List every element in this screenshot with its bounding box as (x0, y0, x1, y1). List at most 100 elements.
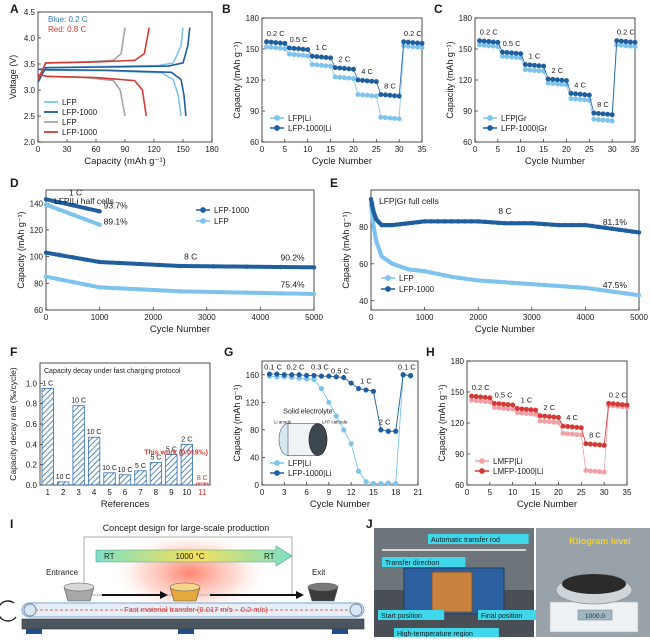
data-point (536, 68, 542, 74)
chart-title: Capacity decay under fast charging proto… (44, 368, 181, 375)
data-point (509, 221, 514, 226)
data-point (333, 413, 339, 419)
data-point (583, 441, 589, 447)
data-point (531, 67, 537, 73)
y-tick-label: 2.5 (24, 112, 36, 121)
data-point (435, 219, 441, 224)
data-point (523, 406, 529, 412)
x-tick-label: 9 (327, 488, 332, 497)
data-point (523, 410, 529, 416)
data-point (70, 255, 75, 260)
y-tick-label: 40 (359, 297, 368, 306)
rate-label: 1 C (521, 396, 533, 405)
data-point (624, 402, 630, 408)
inset-title: Solid electrolyte (283, 409, 333, 416)
legend-text: LFP-1000 (62, 108, 98, 117)
data-point (505, 406, 511, 412)
legend-1-marker (274, 125, 280, 131)
data-point (546, 419, 552, 425)
rate-label: 8 C (597, 100, 609, 109)
data-point (332, 65, 338, 71)
data-point (405, 39, 411, 45)
legend-0-marker (487, 115, 493, 121)
y-tick-label: 180 (246, 14, 260, 23)
y-tick-label: 120 (459, 76, 473, 85)
data-point (630, 292, 635, 297)
x-tick-label: 150 (176, 145, 190, 154)
data-point (522, 281, 528, 286)
legend-g1-text: LFP-1000|Li (288, 469, 332, 478)
data-point (529, 281, 534, 287)
y-axis-label: Voltage (V) (8, 55, 18, 100)
x-tick-label: 7 (138, 488, 143, 497)
data-point (296, 372, 302, 378)
data-point (536, 63, 542, 69)
data-point (177, 263, 183, 269)
panel-label-b: B (222, 2, 231, 16)
legend-1-text: LMFP-1000|Li (493, 467, 543, 476)
data-point (333, 374, 339, 380)
y-tick-label: 100 (30, 253, 44, 262)
bar-label: 10 C (118, 467, 133, 474)
data-point (348, 441, 354, 447)
plot-frame (261, 17, 423, 143)
condition-label: Blue: 0.2 C (48, 15, 88, 24)
x-tick-label: 2000 (144, 313, 162, 322)
data-point (289, 372, 295, 378)
panel-j: Automatic transfer rod Transfer direction… (374, 528, 650, 638)
data-point (418, 219, 423, 225)
data-point (268, 39, 274, 45)
data-point (385, 428, 391, 434)
data-point (556, 283, 561, 289)
data-point (371, 224, 376, 230)
conveyor-foot-2 (332, 629, 348, 634)
data-point (346, 66, 352, 72)
data-point (528, 411, 534, 417)
data-point (569, 431, 575, 437)
data-point (519, 406, 525, 412)
data-point (502, 221, 508, 226)
x-tick-label: 0 (36, 145, 41, 154)
x-tick-label: 30 (395, 145, 404, 154)
data-point (282, 46, 288, 52)
bar-10 (180, 443, 193, 486)
bar-label: 5 C (135, 463, 146, 470)
data-point (587, 441, 593, 447)
data-point (609, 112, 615, 118)
data-point (499, 49, 505, 55)
data-point (589, 286, 595, 291)
data-point (568, 96, 574, 102)
plot-frame (370, 189, 640, 311)
data-point (346, 75, 352, 81)
scale-display (577, 609, 613, 621)
photo-j: Automatic transfer rod Transfer direction… (374, 528, 650, 638)
bar-3 (72, 405, 85, 486)
y-tick-label: 0.6 (26, 420, 38, 429)
x-axis-label: Cycle Number (525, 156, 585, 167)
data-point (378, 91, 384, 97)
data-point (396, 116, 402, 122)
data-point (569, 284, 575, 290)
data-point (577, 96, 583, 102)
data-point (536, 221, 541, 226)
y-tick-label: 3.0 (24, 86, 36, 95)
rate-label: 0.5 C (290, 35, 309, 44)
data-point (542, 282, 548, 288)
start-label: Start position (381, 613, 422, 620)
data-point (363, 387, 369, 393)
data-point (137, 287, 142, 292)
data-point (502, 280, 508, 285)
data-point (541, 63, 547, 69)
x-tick-label: 4 (92, 488, 97, 497)
data-point (614, 38, 620, 44)
x-tick-label: 0 (369, 313, 374, 322)
data-point (578, 425, 584, 431)
hot-region-label-bg (394, 628, 499, 638)
data-point (296, 46, 302, 52)
data-point (516, 221, 521, 226)
rate-label: 4 C (574, 80, 586, 89)
roller-right (349, 603, 363, 617)
annotation: 89.1% (104, 217, 129, 227)
data-point (623, 43, 629, 49)
data-point (360, 77, 366, 83)
